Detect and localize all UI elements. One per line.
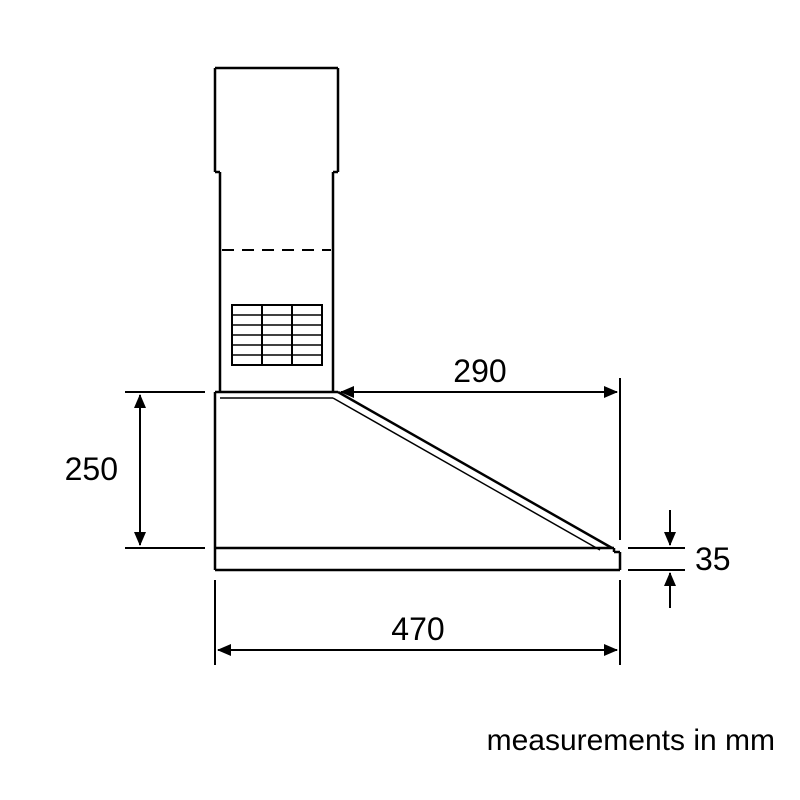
dim-290: 290: [341, 353, 620, 540]
hood-body: [215, 392, 612, 550]
dim-35-label: 35: [695, 541, 731, 577]
dim-250-label: 250: [65, 451, 118, 487]
chimney-lower: [215, 172, 338, 392]
dim-470: 470: [215, 580, 620, 665]
technical-drawing: 470 250 290 35 measurements in mm: [0, 0, 800, 800]
dim-250: 250: [65, 392, 205, 548]
dim-470-label: 470: [391, 611, 444, 647]
base-plate: [215, 548, 620, 570]
caption: measurements in mm: [487, 724, 775, 757]
dim-35: 35: [628, 510, 731, 608]
vent-grille: [232, 305, 322, 365]
dim-290-label: 290: [453, 353, 506, 389]
chimney-upper: [215, 68, 338, 172]
